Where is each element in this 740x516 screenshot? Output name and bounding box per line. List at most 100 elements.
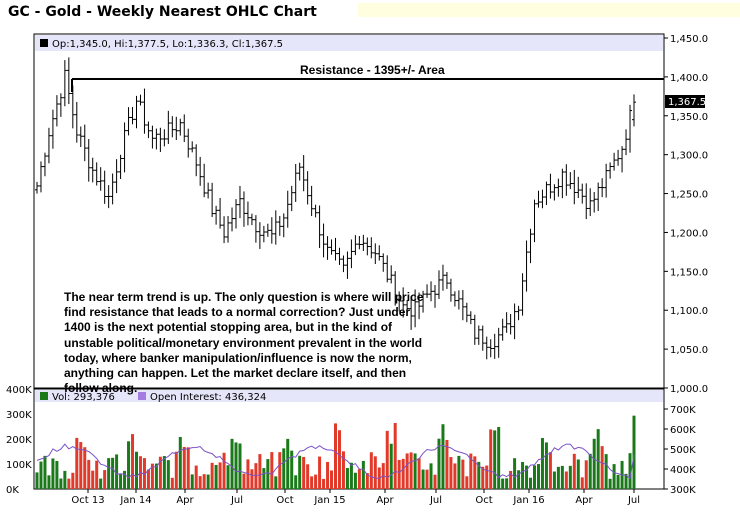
volume-bar	[262, 468, 266, 489]
volume-bar	[154, 463, 158, 489]
volume-bar	[210, 462, 214, 489]
volume-bar	[286, 438, 290, 489]
volume-bar	[393, 423, 397, 489]
volume-bar	[405, 453, 409, 489]
volume-bar	[337, 430, 341, 489]
volume-y-axis: 400K 300K 200K 100K 0K 700K 600K 500K 400K 300K	[6, 385, 696, 496]
oi-y-tick-label: 500K	[670, 445, 696, 456]
volume-bar	[361, 460, 365, 489]
volume-bar	[234, 442, 238, 489]
volume-bar	[580, 477, 584, 489]
volume-bar	[485, 465, 489, 489]
volume-bar	[353, 472, 357, 489]
volume-bar	[576, 459, 580, 489]
price-legend-text: Op:1,345.0, Hi:1,377.5, Lo:1,336.3, Cl:1…	[52, 39, 283, 50]
volume-bar	[477, 461, 481, 489]
volume-bar	[445, 439, 449, 489]
oi-y-tick-label: 600K	[670, 425, 696, 436]
volume-bar	[246, 459, 250, 489]
volume-bar	[421, 469, 425, 489]
price-panel-frame	[33, 33, 665, 389]
volume-bar	[190, 474, 194, 489]
price-legend-swatch	[40, 39, 48, 47]
volume-bar	[417, 458, 421, 489]
x-tick-label: Jan 16	[512, 495, 544, 506]
volume-bar	[123, 470, 127, 489]
volume-bar	[274, 476, 278, 489]
volume-bar	[616, 474, 620, 489]
volume-bar	[572, 453, 576, 489]
volume-bar	[95, 460, 99, 489]
volume-bar	[67, 478, 71, 489]
volume-bar	[318, 456, 322, 489]
x-tick-label: Apr	[176, 495, 194, 506]
price-y-tick-label: 1,050.0	[670, 345, 708, 356]
volume-y-tick-label: 300K	[6, 410, 32, 421]
volume-bar	[357, 469, 361, 489]
x-tick-label: Oct	[475, 495, 492, 506]
volume-bar	[465, 476, 469, 489]
oi-y-tick-label: 400K	[670, 465, 696, 476]
volume-bar	[632, 415, 636, 489]
volume-bar	[608, 478, 612, 489]
volume-bar	[369, 452, 373, 489]
volume-bar	[624, 473, 628, 489]
x-tick-label: Jan 15	[313, 495, 345, 506]
volume-bar	[437, 438, 441, 489]
volume-bar	[306, 464, 310, 489]
volume-y-tick-label: 100K	[6, 460, 32, 471]
price-y-tick-label: 1,450.0	[670, 34, 708, 45]
volume-y-tick-label: 0K	[6, 485, 19, 496]
volume-bar	[560, 465, 564, 489]
price-y-tick-label: 1,400.0	[670, 73, 708, 84]
x-tick-label: Jan 14	[119, 495, 151, 506]
volume-bar	[290, 450, 294, 489]
price-y-axis: 1,450.0 1,400.0 1,350.0 1,300.0 1,250.0 1,200…	[664, 34, 708, 395]
x-tick-label: Jul	[429, 495, 442, 506]
price-y-tick-label: 1,350.0	[670, 112, 708, 123]
volume-bar	[556, 466, 560, 489]
volume-bar	[330, 470, 334, 489]
volume-bar	[453, 463, 457, 489]
volume-bar	[509, 470, 513, 489]
volume-y-tick-label: 400K	[6, 385, 32, 396]
volume-bar	[186, 447, 190, 489]
volume-bar	[389, 443, 393, 489]
volume-bar	[71, 472, 75, 489]
volume-bar	[461, 459, 465, 489]
volume-bar	[326, 461, 330, 489]
volume-bar	[242, 473, 246, 489]
volume-bar	[270, 452, 274, 489]
open-interest-line	[36, 443, 635, 480]
volume-bar	[505, 478, 509, 489]
volume-bar	[525, 465, 529, 489]
volume-bar	[612, 464, 616, 489]
volume-bar	[39, 461, 43, 489]
volume-bar	[63, 470, 67, 489]
volume-bar	[501, 478, 505, 489]
volume-bar	[521, 461, 525, 489]
volume-bar	[513, 458, 517, 489]
volume-bar	[497, 427, 501, 489]
price-y-tick-label: 1,300.0	[670, 151, 708, 162]
x-tick-label: Apr	[376, 495, 394, 506]
volume-bar	[449, 457, 453, 489]
x-tick-label: Jul	[230, 495, 243, 506]
volume-bar	[365, 473, 369, 489]
volume-bar	[441, 424, 445, 489]
volume-bar	[131, 434, 135, 489]
volume-bar	[55, 461, 59, 489]
price-bars	[35, 57, 636, 360]
volume-bar	[230, 438, 234, 489]
volume-bar	[345, 468, 349, 489]
volume-bar	[493, 430, 497, 489]
volume-bar	[533, 465, 536, 489]
volume-bar	[178, 436, 182, 489]
price-y-tick-label: 1,100.0	[670, 306, 708, 317]
chart-title: GC - Gold - Weekly Nearest OHLC Chart	[8, 4, 317, 20]
volume-bar	[584, 460, 588, 489]
volume-bar	[79, 442, 83, 489]
vol-legend-swatch	[40, 392, 48, 400]
